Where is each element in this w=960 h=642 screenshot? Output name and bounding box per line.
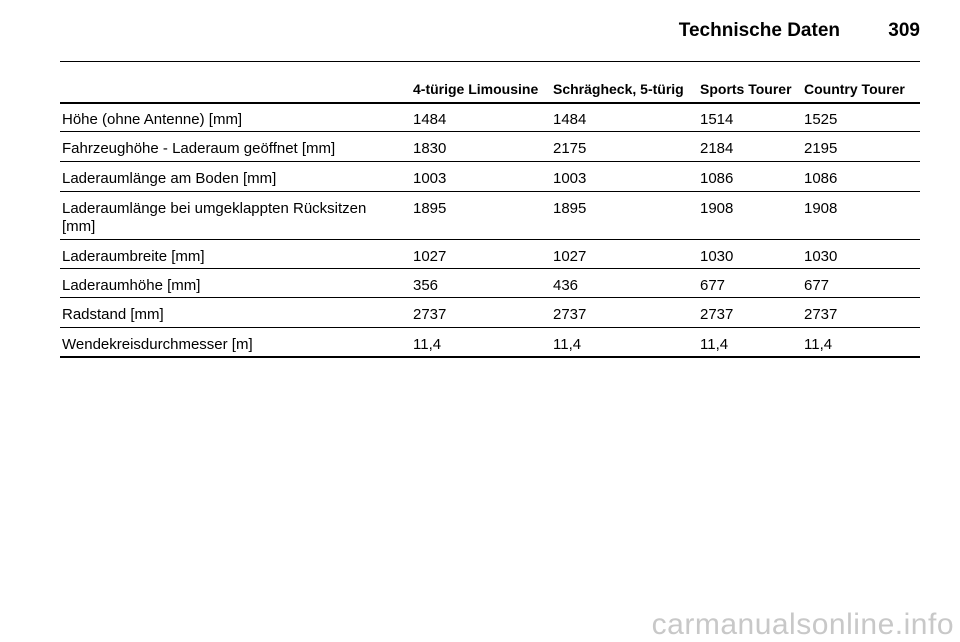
page-title: Technische Daten (678, 20, 840, 41)
cell-value: 1027 (553, 248, 587, 265)
row-label: Laderaumlänge am Boden [mm] (62, 170, 277, 187)
watermark: carmanualsonline.info (651, 608, 954, 641)
cell-value: 356 (413, 277, 439, 294)
table-rule (60, 131, 920, 132)
column-header: 4-türige Limousine (413, 81, 539, 97)
cell-value: 2184 (700, 140, 734, 157)
cell-value: 1086 (700, 170, 734, 187)
cell-value: 1514 (700, 111, 734, 128)
row-label: Höhe (ohne Antenne) [mm] (62, 111, 243, 128)
table-rule (60, 297, 920, 298)
cell-value: 1830 (413, 140, 447, 157)
table-rule (60, 356, 920, 358)
cell-value: 1908 (700, 200, 734, 217)
row-label: Radstand [mm] (62, 306, 164, 323)
column-header: Sports Tourer (700, 81, 792, 97)
table-rule (60, 327, 920, 328)
column-header: Country Tourer (804, 81, 905, 97)
cell-value: 1908 (804, 200, 838, 217)
table-rule (60, 191, 920, 192)
table-rule (60, 161, 920, 162)
cell-value: 2737 (804, 306, 838, 323)
row-label: Laderaumhöhe [mm] (62, 277, 201, 294)
cell-value: 436 (553, 277, 579, 294)
cell-value: 11,4 (413, 336, 442, 353)
table-rule (60, 239, 920, 240)
row-label: Fahrzeughöhe - Laderaum geöffnet [mm] (62, 140, 336, 157)
cell-value: 677 (700, 277, 726, 294)
cell-value: 11,4 (700, 336, 729, 353)
row-label: Wendekreisdurchmesser [m] (62, 336, 253, 353)
cell-value: 2195 (804, 140, 838, 157)
cell-value: 1895 (553, 200, 587, 217)
cell-value: 1484 (553, 111, 587, 128)
cell-value: 1484 (413, 111, 447, 128)
cell-value: 1003 (413, 170, 447, 187)
table-rule (60, 268, 920, 269)
cell-value: 677 (804, 277, 830, 294)
column-header: Schrägheck, 5-türig (553, 81, 684, 97)
cell-value: 2737 (413, 306, 447, 323)
cell-value: 11,4 (553, 336, 582, 353)
header-rule (60, 61, 920, 62)
cell-value: 1027 (413, 248, 447, 265)
cell-value: 11,4 (804, 336, 833, 353)
cell-value: 1086 (804, 170, 838, 187)
row-label: Laderaumlänge bei umgeklappten Rücksitze… (62, 200, 367, 235)
row-label: Laderaumbreite [mm] (62, 248, 205, 265)
cell-value: 2737 (553, 306, 587, 323)
cell-value: 1003 (553, 170, 587, 187)
cell-value: 1895 (413, 200, 447, 217)
table-rule (60, 102, 920, 104)
cell-value: 2175 (553, 140, 587, 157)
page-number: 309 (888, 20, 920, 41)
cell-value: 1525 (804, 111, 838, 128)
cell-value: 1030 (700, 248, 734, 265)
cell-value: 2737 (700, 306, 734, 323)
cell-value: 1030 (804, 248, 838, 265)
